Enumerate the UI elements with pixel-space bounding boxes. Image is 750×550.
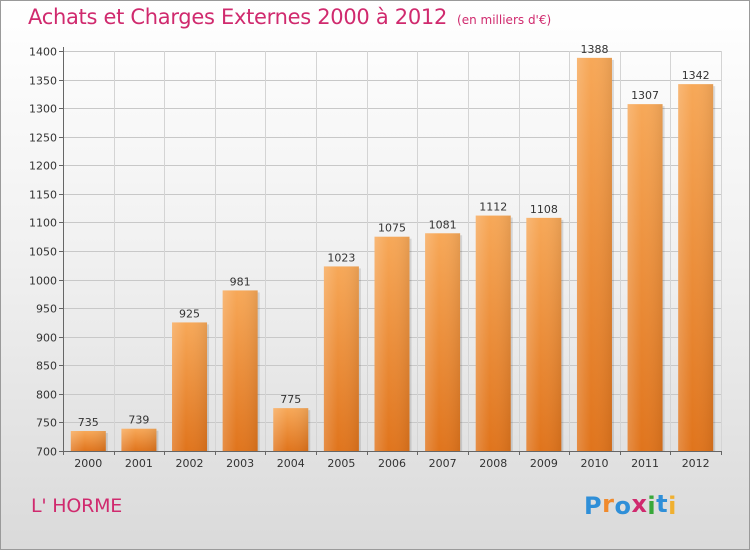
y-tick-label: 1000 bbox=[29, 275, 57, 288]
y-tick-label: 950 bbox=[36, 303, 57, 316]
chart-subtitle: (en milliers d'€) bbox=[457, 13, 552, 27]
y-tick-label: 1250 bbox=[29, 132, 57, 145]
logo-letter: o bbox=[614, 492, 632, 520]
data-label: 1023 bbox=[327, 251, 355, 264]
y-tick-label: 1350 bbox=[29, 75, 57, 88]
data-label: 739 bbox=[128, 414, 149, 427]
chart-title: Achats et Charges Externes 2000 à 2012 (e… bbox=[28, 5, 551, 29]
bar-shine bbox=[323, 266, 359, 451]
x-tick-label: 2010 bbox=[580, 457, 608, 470]
x-tick-label: 2001 bbox=[125, 457, 153, 470]
data-label: 925 bbox=[179, 307, 200, 320]
y-tick-label: 1150 bbox=[29, 189, 57, 202]
bar-shine bbox=[678, 84, 714, 452]
data-label: 1112 bbox=[479, 201, 507, 214]
y-tick-label: 800 bbox=[36, 389, 57, 402]
bar-shine bbox=[374, 236, 410, 451]
logo-letter: i bbox=[668, 492, 677, 520]
x-tick-label: 2007 bbox=[429, 457, 457, 470]
data-label: 1075 bbox=[378, 222, 406, 235]
data-label: 1307 bbox=[631, 89, 659, 102]
data-label: 735 bbox=[78, 416, 99, 429]
proxiti-logo: Proxiti bbox=[584, 490, 677, 520]
data-label: 1081 bbox=[429, 218, 457, 231]
x-tick-label: 2006 bbox=[378, 457, 406, 470]
bar-shine bbox=[627, 104, 663, 452]
x-tick-label: 2002 bbox=[176, 457, 204, 470]
data-label: 775 bbox=[280, 393, 301, 406]
x-tick-label: 2004 bbox=[277, 457, 305, 470]
bar-shine bbox=[475, 215, 511, 451]
data-label: 981 bbox=[230, 275, 251, 288]
y-tick-label: 850 bbox=[36, 360, 57, 373]
x-tick-label: 2003 bbox=[226, 457, 254, 470]
data-label: 1342 bbox=[682, 69, 710, 82]
bar-shine bbox=[526, 217, 562, 451]
bars bbox=[70, 57, 716, 452]
location-name: L' HORME bbox=[31, 495, 123, 517]
x-tick-label: 2005 bbox=[327, 457, 355, 470]
bar-shine bbox=[70, 431, 106, 451]
data-labels: 735 739 925 981 775 1023 1075 1081 1112 1108 1388 1… bbox=[78, 43, 710, 429]
logo-letter: x bbox=[631, 490, 648, 518]
x-tick-label: 2012 bbox=[682, 457, 710, 470]
y-tick-label: 900 bbox=[36, 332, 57, 345]
y-tick-label: 1400 bbox=[29, 46, 57, 59]
x-tick-label: 2008 bbox=[479, 457, 507, 470]
x-tick-label: 2000 bbox=[74, 457, 102, 470]
data-label: 1108 bbox=[530, 203, 558, 216]
y-tick-label: 1300 bbox=[29, 103, 57, 116]
x-tick-label: 2009 bbox=[530, 457, 558, 470]
data-label: 1388 bbox=[580, 43, 608, 56]
bar-shine bbox=[425, 233, 461, 451]
bar-shine bbox=[121, 428, 157, 451]
x-tick-label: 2011 bbox=[631, 457, 659, 470]
logo-letter: r bbox=[602, 490, 615, 518]
logo-letter: t bbox=[656, 490, 669, 518]
y-tick-label: 750 bbox=[36, 417, 57, 430]
bar-shine bbox=[273, 408, 309, 451]
bar-shine bbox=[222, 290, 258, 451]
logo-letter: i bbox=[647, 492, 657, 520]
logo-letter: P bbox=[584, 492, 603, 520]
bar-shine bbox=[172, 322, 208, 451]
chart-title-text: Achats et Charges Externes 2000 à 2012 bbox=[28, 5, 448, 29]
y-tick-label: 1200 bbox=[29, 160, 57, 173]
axes: 700 750 800 850 900 950 1000 1050 1100 1150 1200 12… bbox=[29, 46, 722, 470]
bar-shine bbox=[576, 57, 612, 451]
y-tick-label: 700 bbox=[36, 446, 57, 459]
y-tick-label: 1100 bbox=[29, 217, 57, 230]
y-tick-label: 1050 bbox=[29, 246, 57, 259]
